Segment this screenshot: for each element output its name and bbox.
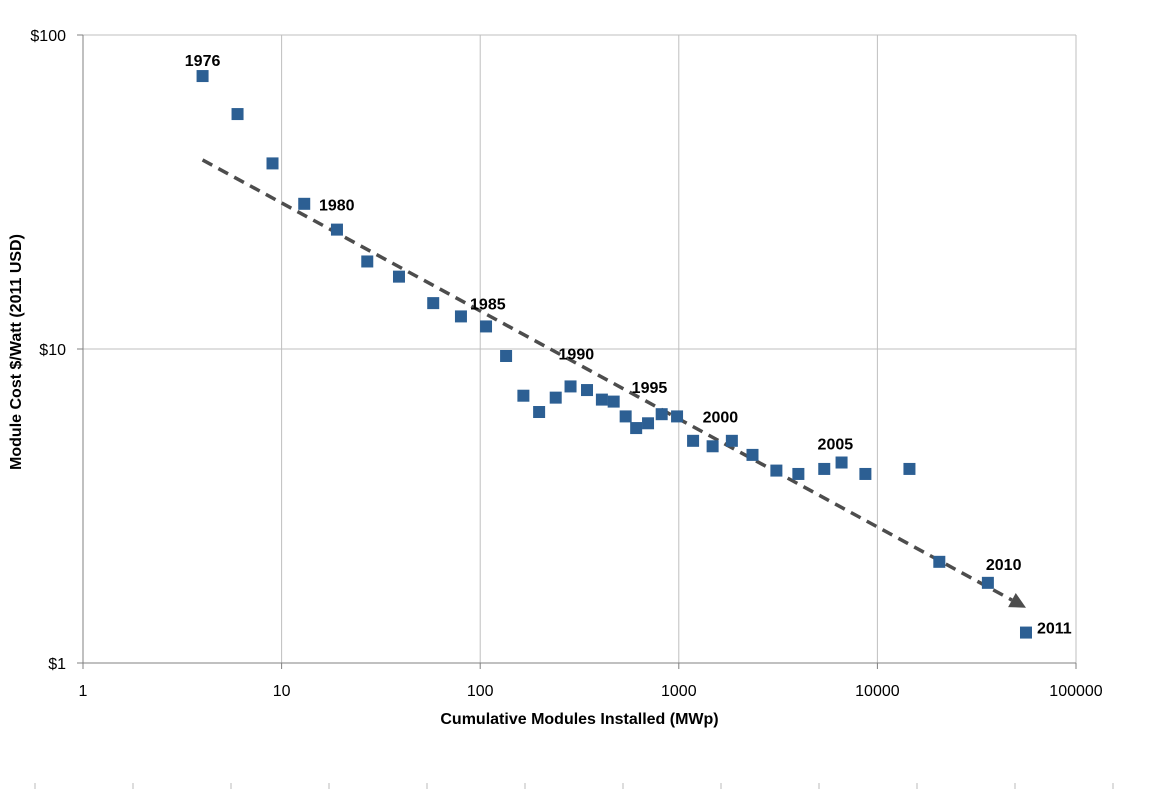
data-point [642,417,655,430]
data-point [298,197,311,210]
data-point [655,408,668,421]
data-point [533,406,546,419]
x-tick-labels: 1 10 100 1000 10000 100000 [79,683,1103,700]
x-tick-label: 10 [273,683,291,700]
data-point [607,395,620,408]
data-point [454,310,467,323]
data-point [480,320,493,333]
data-point [671,410,684,423]
x-tick-label: 100 [467,683,494,700]
x-tick-label: 1000 [661,683,697,700]
data-point [770,464,783,477]
data-point [500,349,513,362]
data-point [427,297,440,310]
y-tick-label: $10 [39,342,66,359]
data-point [933,555,946,568]
y-axis-title: Module Cost $/Watt (2011 USD) [8,234,25,470]
data-point [549,391,562,404]
year-label: 1985 [470,296,506,313]
x-tick-label: 10000 [855,683,900,700]
year-label: 2005 [818,437,854,454]
y-tick-label: $1 [48,656,66,673]
y-tick-labels: $1 $10 $100 [30,28,66,673]
year-label: 2000 [703,409,739,426]
year-label: 1976 [185,53,221,70]
trendline-dashed [201,158,1013,602]
data-point [1019,626,1032,639]
year-label: 2011 [1037,621,1072,638]
data-point [196,70,209,83]
data-point [581,384,594,397]
data-point [706,440,719,453]
data-point [595,393,608,406]
x-tick-label: 1 [79,683,88,700]
data-point [517,389,530,402]
data-point [746,448,759,461]
data-point [392,270,405,283]
data-point [903,462,916,475]
year-label: 2010 [986,557,1022,574]
data-point [361,255,374,268]
year-label: 1995 [632,380,668,397]
year-annotations: 1976 1980 1985 1990 1995 2000 2005 2010 2011 [185,53,1072,638]
data-point [619,410,632,423]
y-tick-label: $100 [30,28,66,45]
data-point [725,434,738,447]
data-point [981,576,994,589]
x-axis-title: Cumulative Modules Installed (MWp) [440,711,718,728]
trendline-arrowhead [1008,593,1026,608]
data-point [835,456,848,469]
trendline [201,158,1026,608]
gridlines [83,34,1077,663]
data-point [630,422,643,435]
year-label: 1990 [559,346,595,363]
year-label: 1980 [319,198,355,215]
data-point [266,157,279,170]
data-point [818,462,831,475]
data-point [792,467,805,480]
x-tick-label: 100000 [1049,683,1102,700]
data-points [196,70,1032,639]
data-point [330,223,343,236]
axes [77,34,1077,669]
data-point [231,108,244,121]
data-point [859,467,872,480]
footer-dots [34,783,1114,789]
data-point [564,380,577,393]
data-point [687,434,700,447]
